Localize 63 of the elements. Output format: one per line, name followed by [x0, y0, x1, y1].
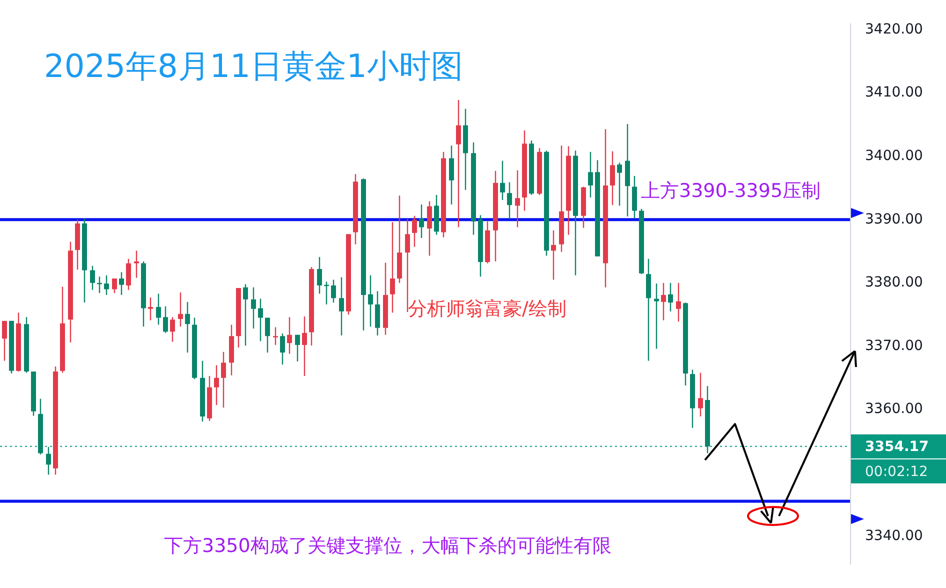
candlestick [265, 317, 270, 354]
candlestick [148, 296, 153, 321]
candlestick [449, 144, 454, 206]
candlestick [375, 290, 380, 336]
annotation: 下方3350构成了关键支撑位，大幅下杀的可能性有限 [164, 534, 612, 559]
candlestick [390, 222, 395, 314]
candlestick [515, 170, 520, 228]
candlestick [46, 446, 51, 476]
candlestick [170, 316, 175, 342]
candlestick [412, 215, 417, 248]
candlestick [617, 162, 622, 206]
candlestick [698, 372, 703, 418]
candlestick [119, 272, 124, 296]
candlestick [2, 320, 7, 362]
candlestick [661, 282, 666, 321]
candlestick [456, 99, 461, 228]
candlestick [302, 316, 307, 377]
y-tick-label: 3400.00 [865, 148, 923, 164]
candlestick [251, 286, 256, 330]
candlestick [668, 282, 673, 312]
candlestick [221, 351, 226, 408]
candlestick [273, 326, 278, 346]
candlestick [507, 182, 512, 220]
candlestick [295, 334, 300, 362]
y-tick-label: 3340.00 [865, 528, 923, 544]
candlestick [214, 364, 219, 406]
annotation: 上方3390-3395压制 [641, 179, 821, 204]
candlestick [258, 298, 263, 342]
y-tick-label: 3410.00 [865, 84, 923, 101]
candlestick [588, 151, 593, 198]
annotation: 分析师翁富豪/绘制 [408, 297, 566, 322]
candlestick [405, 218, 410, 313]
y-tick-label: 3370.00 [865, 338, 923, 354]
candlestick [368, 274, 373, 328]
ref-line-label: 3354.17 [865, 439, 929, 456]
text: 2025年8月11日黄金1小时图 [44, 46, 463, 87]
candlestick [90, 265, 95, 290]
candlestick [317, 256, 322, 294]
candlestick [676, 282, 681, 322]
candlestick [243, 284, 248, 346]
candlestick [654, 282, 659, 350]
candlestick [339, 276, 344, 336]
candlestick [287, 316, 292, 354]
candlestick [112, 278, 117, 294]
candlestick [104, 274, 109, 296]
candlestick [163, 306, 168, 334]
candlestick [419, 204, 424, 239]
text: 00:02:12 [865, 464, 928, 480]
candlestick [178, 292, 183, 328]
candlestick [185, 301, 190, 354]
candlestick [500, 160, 505, 201]
candlestick [156, 293, 161, 326]
candlestick [610, 150, 615, 206]
candlestick [126, 258, 131, 290]
y-tick-label: 3360.00 [865, 401, 923, 418]
candlestick [551, 230, 556, 280]
candlestick [427, 200, 432, 256]
y-tick-label: 3380.00 [865, 274, 923, 291]
y-tick-label: 3420.00 [865, 21, 923, 38]
y-tick-label: 3390.00 [865, 211, 923, 228]
candlestick [331, 279, 336, 304]
candlestick [134, 250, 139, 278]
candlestick [280, 332, 285, 366]
